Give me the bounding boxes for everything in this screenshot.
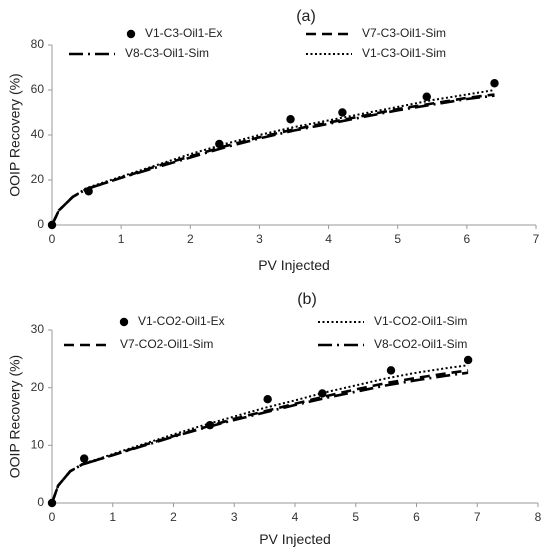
data-point — [422, 92, 431, 101]
legend-item: V1-C3-Oil1-Ex — [126, 26, 222, 40]
series-V8-CO2-Oil1-Sim — [50, 371, 469, 504]
y-tick-label: 80 — [31, 37, 45, 51]
series-line — [50, 94, 495, 226]
series-V1-CO2-Oil1-Sim — [51, 364, 469, 504]
x-tick-label: 8 — [535, 510, 542, 524]
series-V1-C3-Oil1-Sim — [51, 89, 495, 226]
series-line — [50, 93, 495, 226]
legend-item: V7-C3-Oil1-Sim — [306, 26, 446, 40]
legend-swatch — [119, 317, 129, 327]
y-tick-label: 0 — [37, 495, 44, 509]
legend-label: V8-C3-Oil1-Sim — [125, 46, 209, 60]
y-axis-label: OOIP Recovery (%) — [7, 355, 23, 478]
x-tick-label: 5 — [394, 232, 401, 246]
y-tick-label: 20 — [31, 172, 45, 186]
x-tick-label: 5 — [352, 510, 359, 524]
legend-label: V7-C3-Oil1-Sim — [362, 26, 446, 40]
legend-label: V8-CO2-Oil1-Sim — [374, 337, 467, 351]
data-point — [490, 79, 499, 88]
legend-item: V1-CO2-Oil1-Ex — [119, 314, 225, 328]
x-tick-label: 7 — [474, 510, 481, 524]
legend-item: V8-CO2-Oil1-Sim — [318, 337, 467, 351]
x-tick-label: 4 — [292, 510, 299, 524]
series-line — [50, 369, 469, 504]
legend-label: V7-CO2-Oil1-Sim — [120, 337, 213, 351]
x-tick-label: 2 — [170, 510, 177, 524]
legend-label: V1-CO2-Oil1-Ex — [138, 314, 225, 328]
x-tick-label: 6 — [413, 510, 420, 524]
x-tick-label: 1 — [109, 510, 116, 524]
chart-panel-a: (a) 0 1 2 3 4 5 6 7 0 20 40 60 80 PV Injected OOIP Reco… — [7, 8, 540, 273]
x-tick-label: 7 — [533, 232, 540, 246]
x-tick-label: 0 — [49, 510, 56, 524]
chart-title: (b) — [297, 291, 317, 308]
y-tick-label: 40 — [31, 127, 45, 141]
y-tick-label: 30 — [31, 322, 45, 336]
x-axis-label: PV Injected — [259, 531, 331, 547]
x-tick-label: 6 — [464, 232, 471, 246]
legend: V1-CO2-Oil1-Ex V1-CO2-Oil1-Sim V7-CO2-Oil1… — [64, 314, 467, 351]
legend-label: V1-CO2-Oil1-Sim — [374, 314, 467, 328]
data-point — [338, 108, 347, 117]
data-point — [286, 115, 295, 124]
y-tick-label: 0 — [37, 217, 44, 231]
data-point — [463, 355, 473, 365]
x-tick-label: 4 — [325, 232, 332, 246]
series-V8-C3-Oil1-Sim — [50, 94, 495, 226]
legend-item: V7-CO2-Oil1-Sim — [64, 337, 213, 351]
chart-title: (a) — [296, 8, 316, 25]
legend-item: V1-CO2-Oil1-Sim — [318, 314, 467, 328]
data-point — [79, 454, 89, 463]
legend-item: V1-C3-Oil1-Sim — [306, 46, 446, 60]
data-point — [386, 366, 396, 375]
x-tick-label: 3 — [256, 232, 263, 246]
y-tick-label: 60 — [31, 82, 45, 96]
y-axis-label: OOIP Recovery (%) — [7, 73, 23, 196]
data-point — [263, 395, 272, 404]
x-tick-label: 1 — [118, 232, 125, 246]
x-tick-label: 0 — [49, 232, 56, 246]
series-line — [51, 89, 495, 226]
series-line — [51, 364, 469, 504]
series-line — [50, 371, 469, 504]
series-V7-CO2-Oil1-Sim — [50, 369, 469, 504]
legend-swatch — [126, 29, 136, 39]
x-axis-label: PV Injected — [258, 257, 330, 273]
legend-item: V8-C3-Oil1-Sim — [69, 46, 209, 60]
y-tick-label: 10 — [31, 438, 45, 452]
legend: V1-C3-Oil1-Ex V7-C3-Oil1-Sim V8-C3-Oil1-Si… — [69, 26, 446, 60]
x-tick-label: 2 — [187, 232, 194, 246]
series-V1-C3-Oil1-Ex — [47, 79, 499, 230]
legend-label: V1-C3-Oil1-Ex — [145, 26, 222, 40]
legend-label: V1-C3-Oil1-Sim — [362, 46, 446, 60]
x-tick-label: 3 — [231, 510, 238, 524]
series-V7-C3-Oil1-Sim — [50, 93, 495, 226]
chart-panel-b: (b) 0 1 2 3 4 5 6 7 8 0 10 20 30 PV Injected OOIP Recov… — [7, 291, 542, 547]
y-tick-label: 20 — [31, 380, 45, 394]
